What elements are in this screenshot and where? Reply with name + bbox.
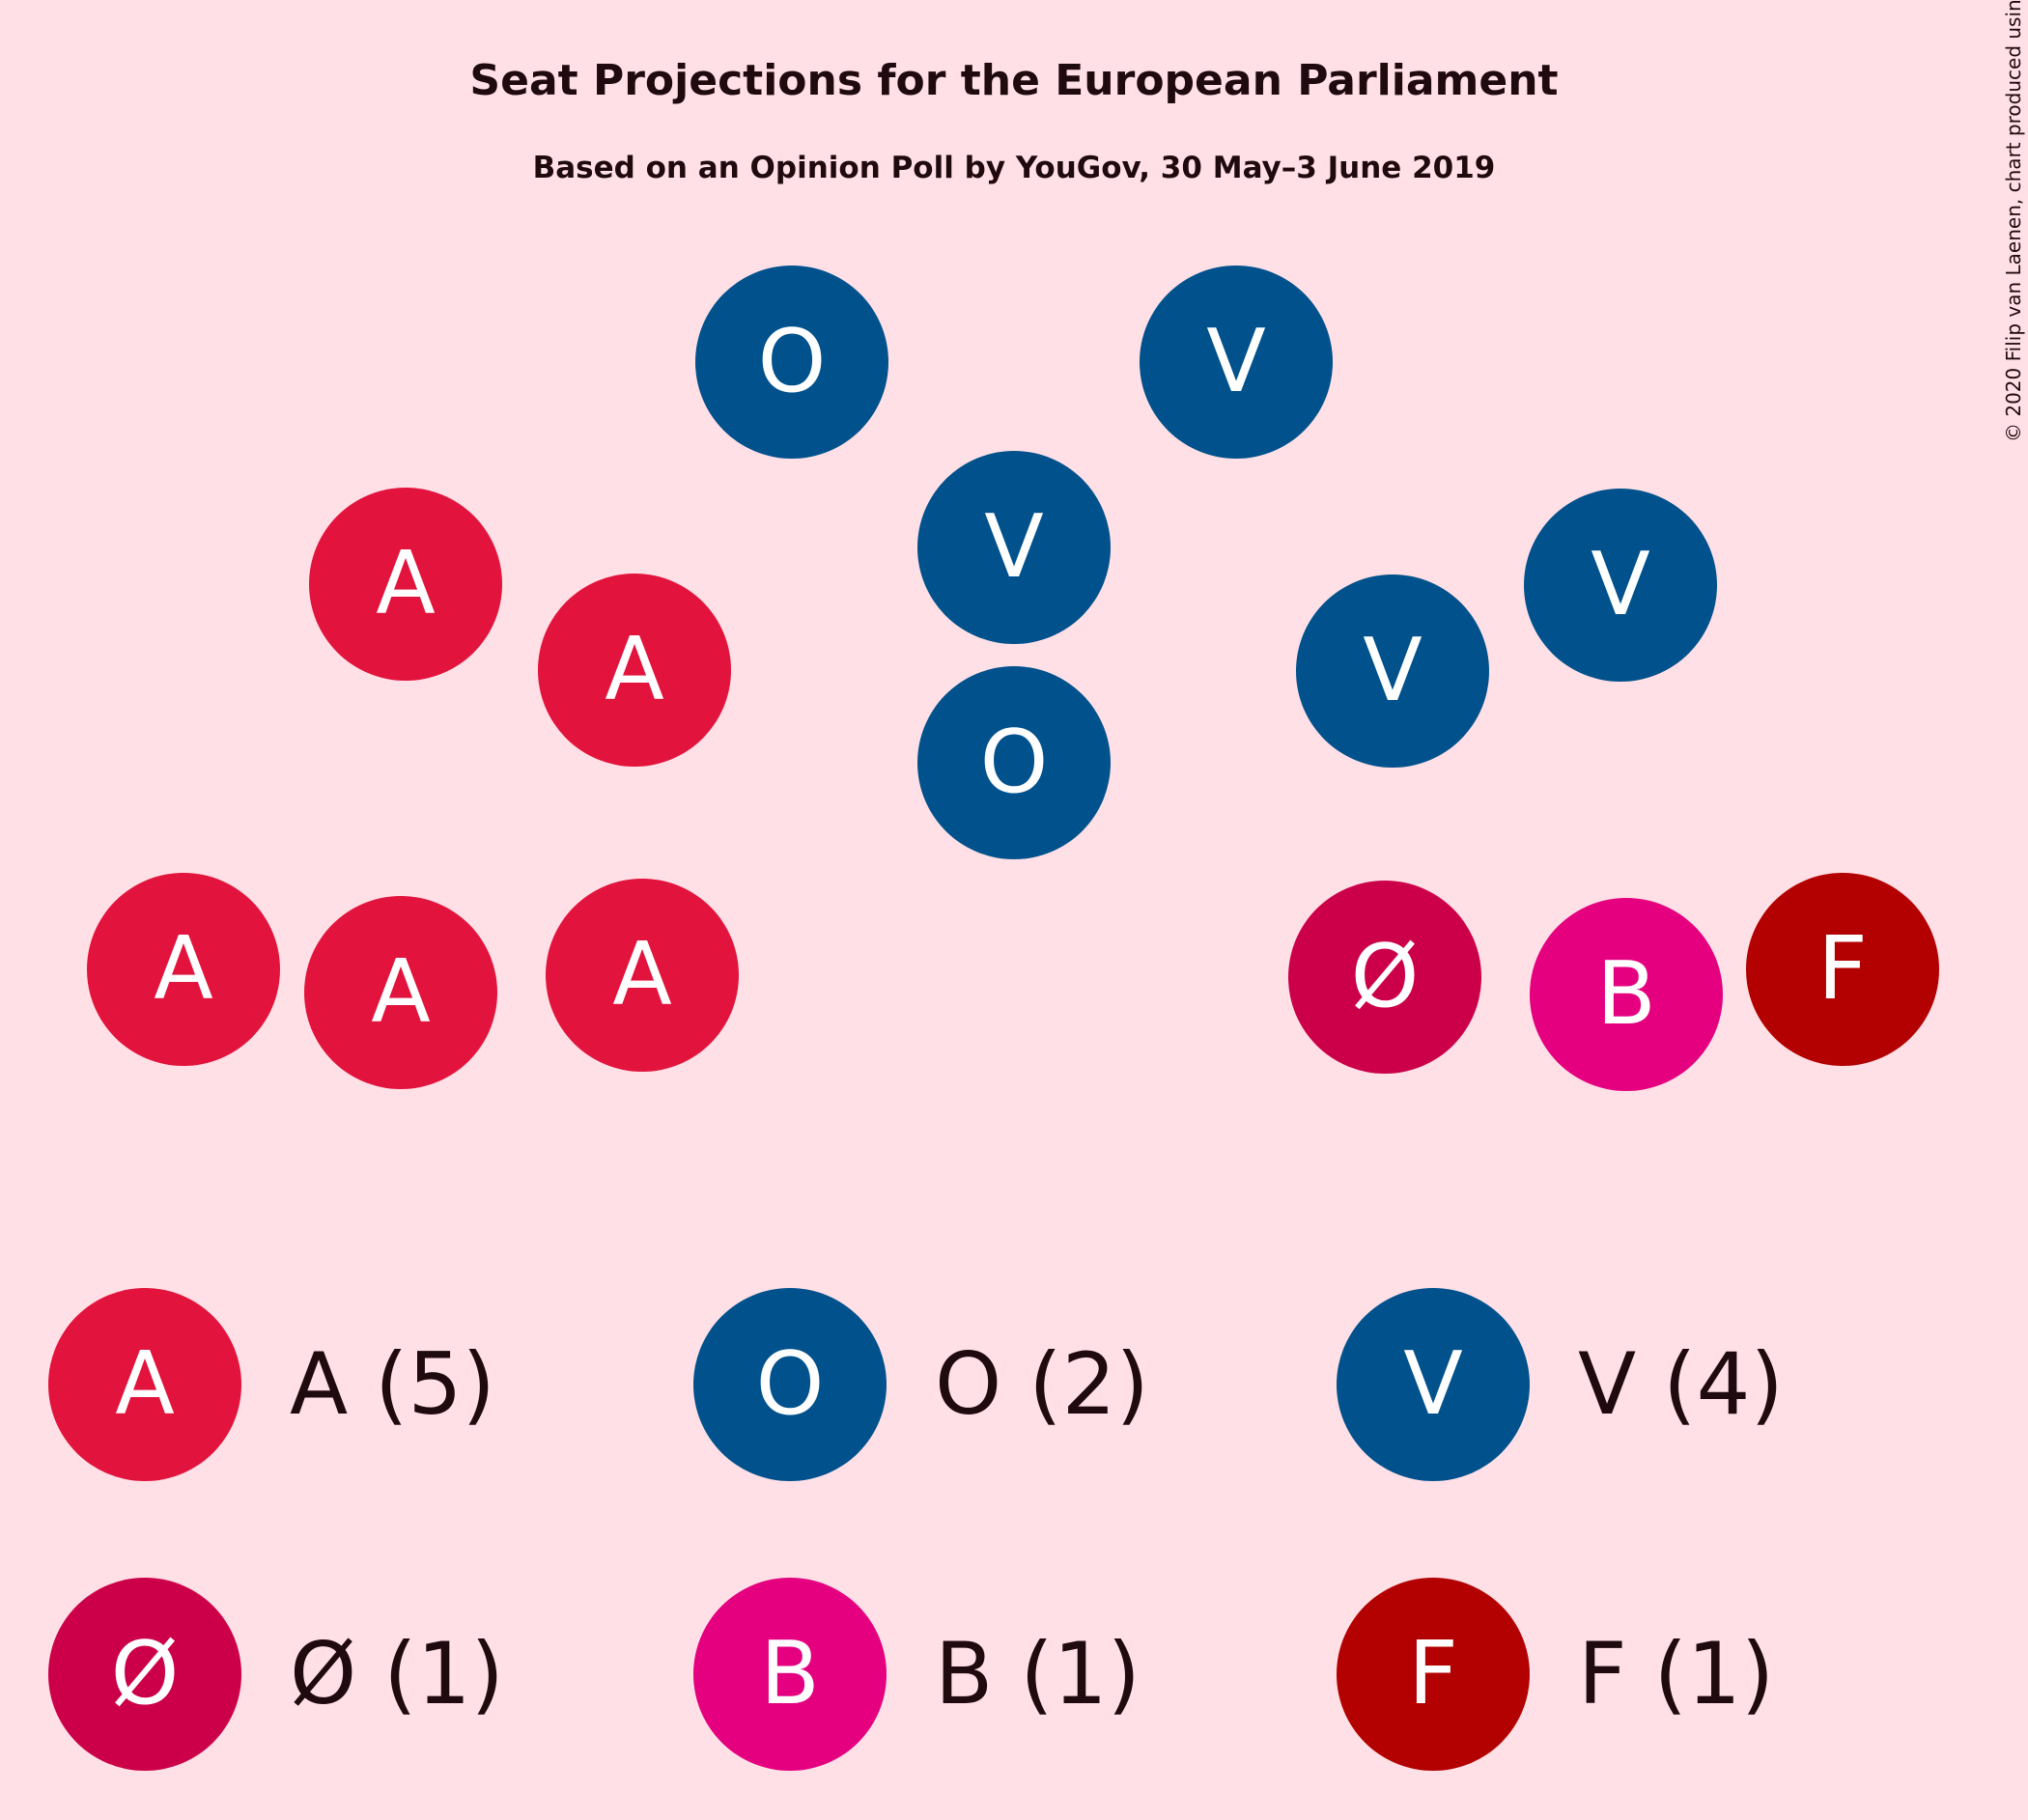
legend-entry-4: B B (1)	[693, 1578, 1141, 1771]
seat-letter: A	[612, 924, 672, 1025]
seat-0-3: A	[304, 896, 497, 1089]
legend-swatch	[1337, 1288, 1530, 1481]
legend-entry-1: O O (2)	[693, 1288, 1149, 1481]
seat-circles: A A A A A O O V V V V Ø B F	[87, 266, 1939, 1091]
seat-circle	[1140, 266, 1333, 459]
seat-letter: V	[1206, 311, 1266, 412]
chart-title: Seat Projections for the European Parlia…	[469, 56, 1558, 105]
seat-circle	[1524, 489, 1717, 682]
legend-entry-5: F F (1)	[1337, 1578, 1774, 1771]
legend-label: O (2)	[935, 1334, 1149, 1434]
seat-circle	[309, 488, 502, 681]
legend-swatch	[693, 1578, 887, 1771]
legend-label: A (5)	[290, 1334, 495, 1434]
seat-1-1: O	[917, 666, 1111, 859]
seat-circle	[917, 451, 1111, 644]
legend-swatch	[48, 1578, 241, 1771]
legend-label: B (1)	[935, 1624, 1141, 1723]
seat-letter: B	[1596, 943, 1656, 1045]
legend-label: Ø (1)	[290, 1624, 504, 1723]
seat-circle	[1288, 881, 1481, 1074]
seat-circle	[87, 873, 280, 1066]
seat-letter: O	[980, 712, 1049, 813]
seat-3-0: Ø	[1288, 881, 1481, 1074]
seat-letter: A	[605, 619, 664, 720]
seat-circle	[1746, 873, 1939, 1066]
legend-swatch-letter: F	[1408, 1623, 1458, 1724]
seat-1-0: O	[695, 266, 888, 459]
seat-0-4: A	[546, 879, 739, 1072]
legend-swatch-letter: A	[115, 1333, 175, 1435]
seat-5-0: F	[1746, 873, 1939, 1066]
seat-circle	[695, 266, 888, 459]
seat-circle	[304, 896, 497, 1089]
seat-letter: F	[1817, 918, 1868, 1020]
seat-2-3: V	[1524, 489, 1717, 682]
seat-0-2: A	[87, 873, 280, 1066]
legend-entry-3: Ø Ø (1)	[48, 1578, 504, 1771]
legend-label: V (4)	[1578, 1334, 1784, 1434]
seat-circle	[1530, 898, 1723, 1091]
legend-swatch-letter: Ø	[111, 1623, 180, 1724]
seat-letter: V	[1363, 620, 1422, 721]
legend-swatch	[693, 1288, 887, 1481]
legend: A A (5) O O (2) V V (4) Ø Ø (1) B B (1) F F (1)	[48, 1288, 1784, 1771]
seat-letter: O	[758, 311, 827, 412]
seat-letter: V	[984, 496, 1044, 598]
copyright-note: © 2020 Filip van Laenen, chart produced …	[2002, 0, 2025, 442]
seat-letter: A	[371, 941, 431, 1043]
seat-0-1: A	[538, 574, 731, 767]
legend-entry-0: A A (5)	[48, 1288, 495, 1481]
seat-circle	[1296, 574, 1489, 768]
seat-circle	[538, 574, 731, 767]
legend-swatch	[48, 1288, 241, 1481]
seat-letter: A	[154, 918, 213, 1020]
legend-swatch-letter: O	[756, 1333, 825, 1435]
chart-subtitle: Based on an Opinion Poll by YouGov, 30 M…	[533, 151, 1496, 185]
seat-letter: A	[376, 533, 436, 634]
seat-circle	[917, 666, 1111, 859]
seat-2-1: V	[1140, 266, 1333, 459]
seat-0-0: A	[309, 488, 502, 681]
seat-letter: Ø	[1351, 926, 1420, 1027]
seat-circle	[546, 879, 739, 1072]
legend-entry-2: V V (4)	[1337, 1288, 1784, 1481]
seat-2-0: V	[917, 451, 1111, 644]
seat-2-2: V	[1296, 574, 1489, 768]
legend-label: F (1)	[1578, 1624, 1774, 1723]
legend-swatch-letter: V	[1403, 1333, 1463, 1435]
legend-swatch-letter: B	[760, 1623, 820, 1724]
seat-letter: V	[1591, 534, 1650, 635]
legend-swatch	[1337, 1578, 1530, 1771]
seat-4-0: B	[1530, 898, 1723, 1091]
